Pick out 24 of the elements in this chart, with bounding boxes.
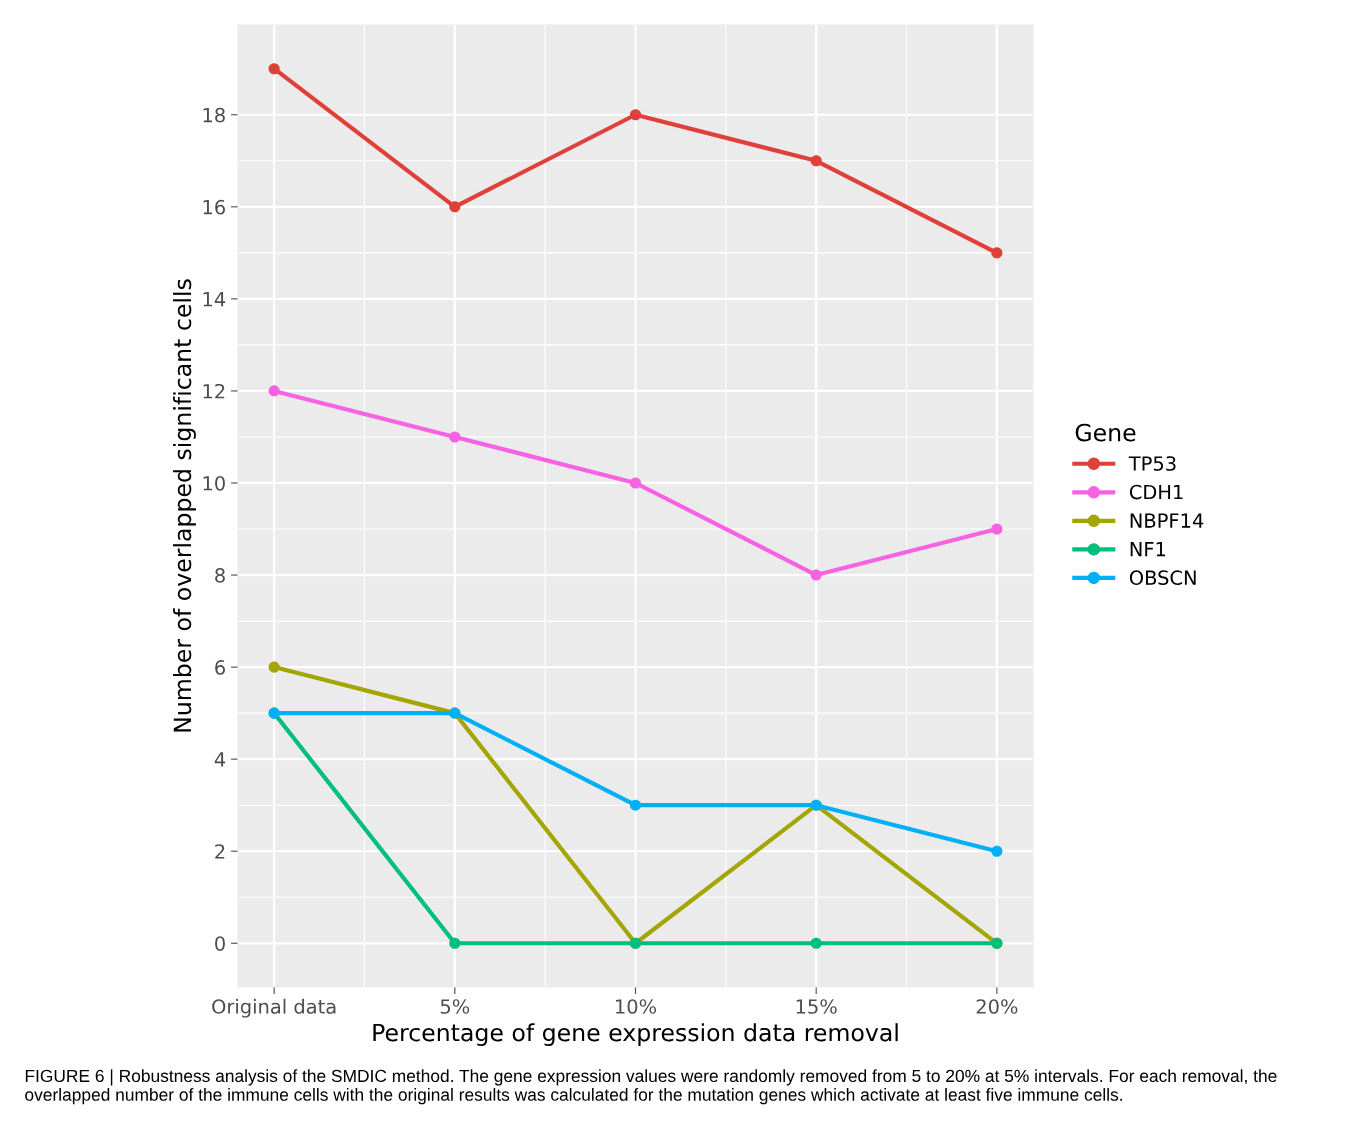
legend-title: Gene [1075,423,1136,442]
x-tick-label: 20% [976,999,1018,1014]
y-tick-label: 14 [203,292,226,307]
y-tick-label: 6 [215,660,225,675]
y-tick-label: 10 [203,475,225,491]
x-tick-label: 10% [616,999,657,1014]
x-axis-title: Percentage of gene expression data removal [373,1023,898,1047]
legend-label: CDH1 [1129,484,1183,500]
legend-label: OBSCN [1129,570,1196,586]
y-tick-label: 8 [215,568,225,583]
y-tick-label: 12 [203,383,225,399]
y-tick-label: 2 [215,844,225,859]
legend-label: TP53 [1128,456,1176,471]
legend-label: NF1 [1130,542,1166,557]
y-tick-label: 0 [215,936,225,951]
y-tick-label: 16 [203,199,225,215]
caption: FIGURE 6 | Robustness analysis of the SMDIC method. The gene expression values were randomly removed from 5 to 20% at 5% intervals. For each removal, the overlapped number of the immune cells with the original results was calculated for the mutation genes which activate at least five immune cells. [25,1069,1277,1105]
legend-label: NBPF14 [1130,513,1204,528]
x-tick-label: 15% [796,999,837,1014]
y-tick-label: 18 [203,107,225,123]
y-axis-title: Number of overlapped significant cells [173,279,196,732]
x-tick-label: Original data [212,998,336,1018]
x-tick-label: 5% [440,999,470,1014]
y-tick-label: 4 [214,752,226,767]
